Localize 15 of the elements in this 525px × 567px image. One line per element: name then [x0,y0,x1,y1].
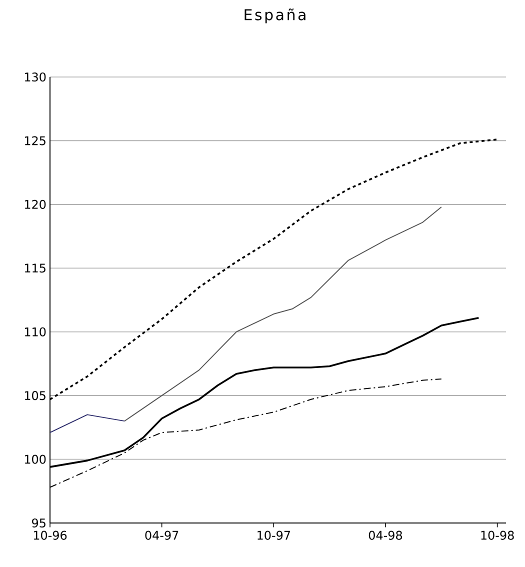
y-tick-label: 125 [24,136,46,146]
line-series [124,206,442,422]
y-tick-label: 110 [24,327,46,336]
y-tick-label: 130 [24,72,46,82]
x-tick-label: 10-98 [481,530,514,540]
y-tick-label: 115 [24,264,46,273]
x-tick-label: 10-97 [258,530,290,540]
x-tick-label: 04-97 [145,530,178,540]
y-tick-label: 95 [32,518,46,528]
x-tick-label: 04-98 [368,530,402,540]
x-tick-label: 10-96 [34,530,67,540]
y-tick-label: 100 [24,454,46,464]
y-tick-label: 105 [24,391,46,400]
y-tick-label: 120 [24,200,46,209]
chart-title: España [244,8,306,24]
